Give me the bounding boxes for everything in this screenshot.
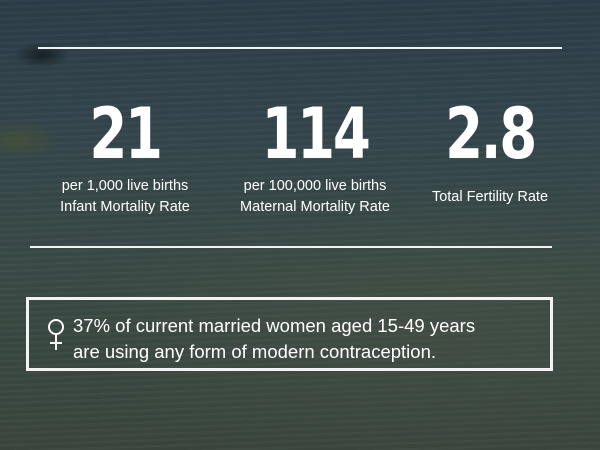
middle-divider (30, 246, 552, 248)
stat-unit-label: per 1,000 live births (61, 178, 189, 194)
stat-value: 21 (89, 93, 163, 175)
stat-infant-mortality: 21 per 1,000 live births Infant Mortalit… (45, 92, 205, 218)
female-symbol-icon (48, 319, 64, 350)
stat-fertility-rate: 2.8 Total Fertility Rate (415, 92, 565, 208)
top-divider (38, 47, 562, 49)
callout-text: 37% of current married women aged 15-49 … (73, 313, 475, 365)
callout-line-2: are using any form of modern contracepti… (73, 341, 436, 362)
contraception-callout: 37% of current married women aged 15-49 … (26, 297, 553, 371)
stat-value: 2.8 (445, 93, 537, 175)
stat-value: 114 (261, 93, 371, 175)
stat-title-label: Total Fertility Rate (431, 189, 549, 205)
stat-maternal-mortality: 114 per 100,000 live births Maternal Mor… (220, 92, 410, 218)
stat-title-label: Maternal Mortality Rate (240, 199, 390, 215)
stat-title-label: Infant Mortality Rate (60, 199, 190, 215)
callout-line-1: 37% of current married women aged 15-49 … (73, 315, 476, 336)
stat-unit-label: per 100,000 live births (243, 178, 387, 194)
